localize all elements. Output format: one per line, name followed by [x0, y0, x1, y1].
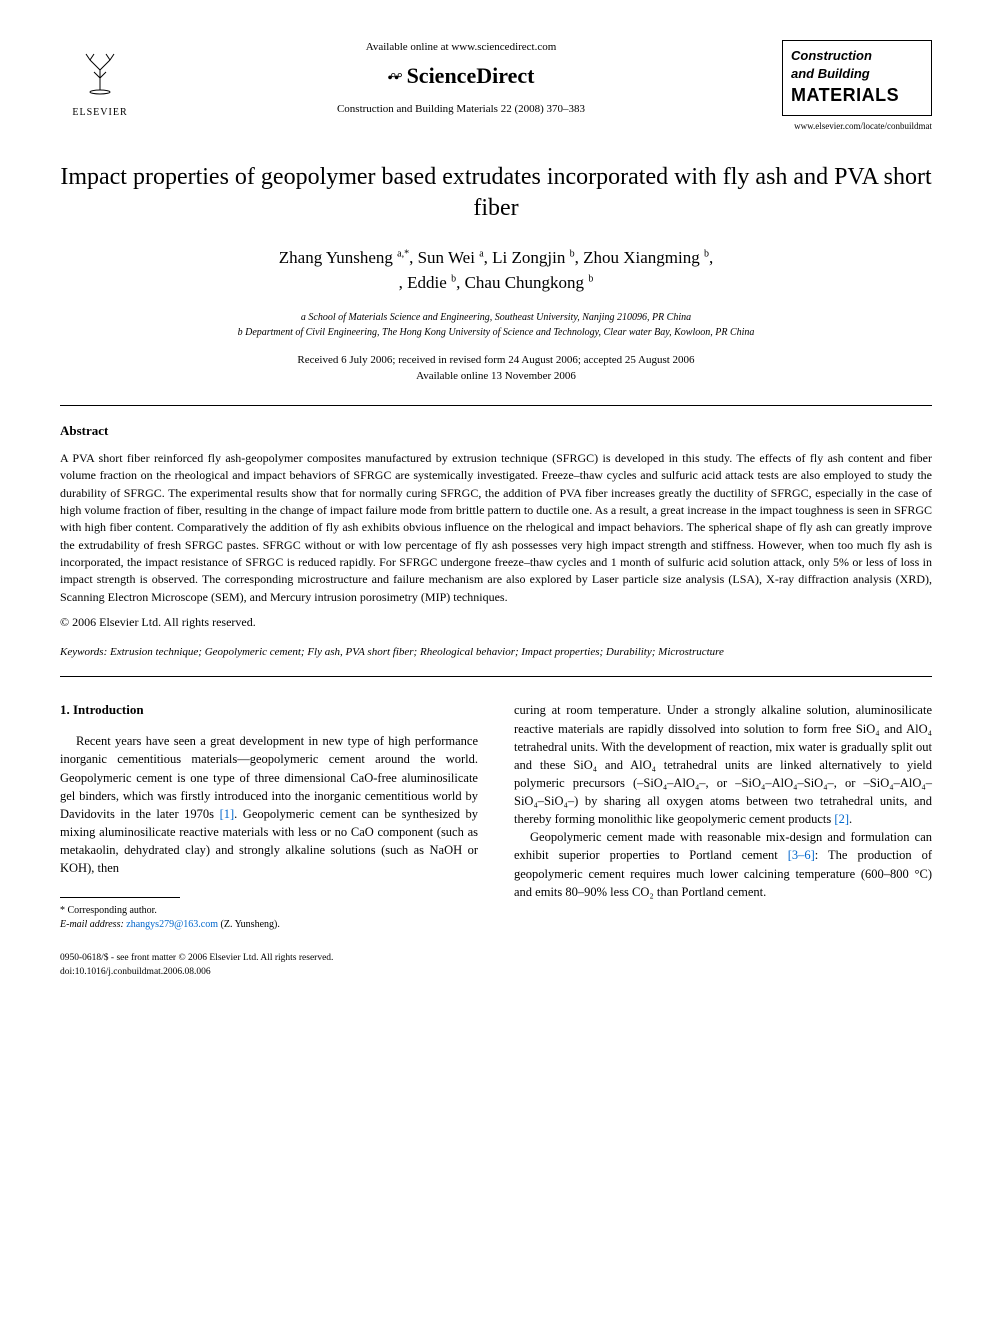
elsevier-tree-icon [60, 40, 140, 102]
issn-line: 0950-0618/$ - see front matter © 2006 El… [60, 952, 478, 965]
keywords: Keywords: Extrusion technique; Geopolyme… [60, 645, 932, 660]
header-row: ELSEVIER Available online at www.science… [60, 40, 932, 132]
journal-title-line1: Construction [791, 47, 923, 65]
footnote-separator [60, 897, 180, 898]
affiliations: a School of Materials Science and Engine… [60, 310, 932, 340]
sciencedirect-logo: •°•° ScienceDirect [160, 61, 762, 92]
article-title: Impact properties of geopolymer based ex… [60, 162, 932, 224]
journal-reference: Construction and Building Materials 22 (… [160, 102, 762, 117]
publisher-logo: ELSEVIER [60, 40, 140, 120]
journal-logo-box: Construction and Building MATERIALS www.… [782, 40, 932, 132]
intro-col2-p1b: . [849, 812, 852, 826]
abstract-heading: Abstract [60, 422, 932, 440]
corresponding-author: * Corresponding author. [60, 904, 478, 918]
intro-p2: Geopolymeric cement made with reasonable… [514, 828, 932, 901]
keywords-text: Extrusion technique; Geopolymeric cement… [107, 646, 724, 658]
sciencedirect-dots-icon: •°•° [388, 69, 401, 89]
author-6-sup: b [588, 273, 593, 284]
abstract-copyright: © 2006 Elsevier Ltd. All rights reserved… [60, 614, 932, 631]
divider-top [60, 405, 932, 406]
body-columns: 1. Introduction Recent years have seen a… [60, 701, 932, 978]
divider-bottom [60, 676, 932, 677]
footnote: * Corresponding author. E-mail address: … [60, 904, 478, 932]
email-suffix: (Z. Yunsheng). [218, 919, 280, 930]
keywords-label: Keywords: [60, 646, 107, 658]
author-6: , Chau Chungkong [456, 273, 588, 292]
author-4-sup: b [704, 248, 709, 259]
intro-col2-p1a: curing at room temperature. Under a stro… [514, 703, 932, 826]
email-link[interactable]: zhangys279@163.com [124, 919, 218, 930]
center-header: Available online at www.sciencedirect.co… [140, 40, 782, 118]
author-1-sup: a,* [397, 248, 409, 259]
available-online-text: Available online at www.sciencedirect.co… [160, 40, 762, 55]
journal-title-line2: and Building [791, 65, 923, 83]
ref-link-1[interactable]: [1] [220, 807, 235, 821]
column-left: 1. Introduction Recent years have seen a… [60, 701, 478, 978]
affiliation-a: a School of Materials Science and Engine… [60, 310, 932, 325]
journal-url: www.elsevier.com/locate/conbuildmat [782, 120, 932, 133]
intro-heading: 1. Introduction [60, 701, 478, 720]
sciencedirect-text: ScienceDirect [407, 63, 535, 88]
author-4: , Zhou Xiangming [575, 248, 704, 267]
email-label: E-mail address: [60, 919, 124, 930]
intro-p1: Recent years have seen a great developme… [60, 732, 478, 877]
email-line: E-mail address: zhangys279@163.com (Z. Y… [60, 918, 478, 932]
ref-link-2[interactable]: [2] [834, 812, 849, 826]
dates-received: Received 6 July 2006; received in revise… [60, 352, 932, 369]
article-dates: Received 6 July 2006; received in revise… [60, 352, 932, 385]
author-5: , Eddie [399, 273, 451, 292]
author-2: , Sun Wei [409, 248, 479, 267]
author-1: Zhang Yunsheng [279, 248, 397, 267]
dates-online: Available online 13 November 2006 [60, 368, 932, 385]
journal-title-line3: MATERIALS [791, 83, 923, 108]
abstract-body: A PVA short fiber reinforced fly ash-geo… [60, 450, 932, 607]
journal-title-box: Construction and Building MATERIALS [782, 40, 932, 116]
publisher-name: ELSEVIER [60, 106, 140, 120]
intro-p1-cont: curing at room temperature. Under a stro… [514, 701, 932, 828]
footer-info: 0950-0618/$ - see front matter © 2006 El… [60, 952, 478, 979]
ref-link-36[interactable]: [3–6] [788, 848, 815, 862]
authors: Zhang Yunsheng a,*, Sun Wei a, Li Zongji… [60, 245, 932, 296]
column-right: curing at room temperature. Under a stro… [514, 701, 932, 978]
author-3: , Li Zongjin [484, 248, 570, 267]
affiliation-b: b Department of Civil Engineering, The H… [60, 325, 932, 340]
doi-line: doi:10.1016/j.conbuildmat.2006.08.006 [60, 966, 478, 979]
